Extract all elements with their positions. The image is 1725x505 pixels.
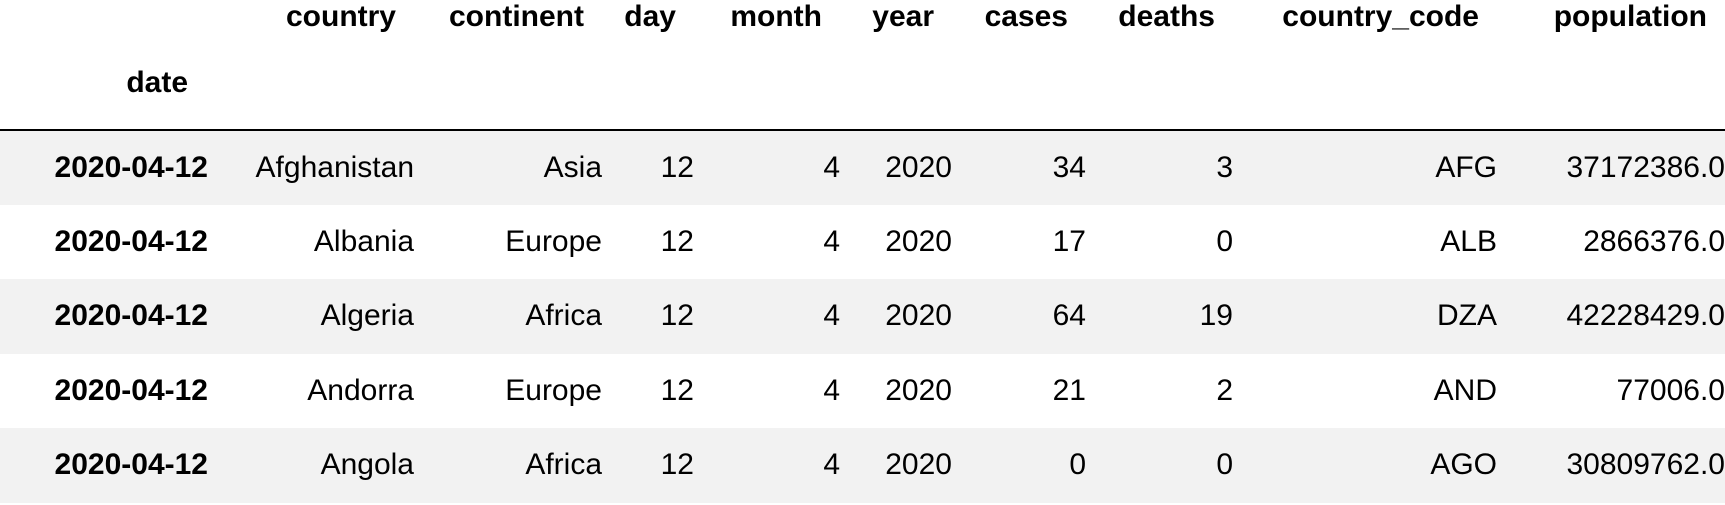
cell-cases: 34 bbox=[1052, 150, 1086, 184]
column-header-deaths: deaths bbox=[1118, 0, 1215, 33]
cell-year: 2020 bbox=[885, 299, 952, 333]
cell-country-code: AFG bbox=[1435, 150, 1497, 184]
table-row: 2020-04-12 Afghanistan Asia 12 4 2020 34… bbox=[0, 130, 1725, 205]
table-row: 2020-04-12 Algeria Africa 12 4 2020 64 1… bbox=[0, 279, 1725, 354]
column-header-row: country continent day month year cases d… bbox=[0, 0, 1725, 37]
cell-deaths: 19 bbox=[1199, 299, 1233, 333]
cell-country: Algeria bbox=[320, 299, 414, 333]
row-index-cell: 2020-04-12 bbox=[54, 150, 208, 184]
column-header-day: day bbox=[624, 0, 676, 33]
cell-country: Afghanistan bbox=[255, 150, 414, 184]
cell-population: 42228429.0 bbox=[1566, 299, 1725, 333]
column-header-continent: continent bbox=[449, 0, 584, 33]
cell-month: 4 bbox=[823, 224, 840, 258]
index-header-spacer bbox=[840, 37, 952, 131]
index-header-spacer bbox=[1086, 37, 1233, 131]
cell-month: 4 bbox=[823, 373, 840, 407]
index-header-spacer bbox=[952, 37, 1086, 131]
cell-population: 37172386.0 bbox=[1566, 150, 1725, 184]
cell-deaths: 3 bbox=[1216, 150, 1233, 184]
cell-country: Angola bbox=[320, 448, 414, 482]
row-index-cell: 2020-04-12 bbox=[54, 299, 208, 333]
row-index-cell: 2020-04-12 bbox=[54, 224, 208, 258]
cell-year: 2020 bbox=[885, 448, 952, 482]
cell-day: 12 bbox=[660, 299, 694, 333]
cell-deaths: 0 bbox=[1216, 448, 1233, 482]
index-header-spacer bbox=[1497, 37, 1725, 131]
column-header-country: country bbox=[285, 0, 396, 33]
index-name-header: date bbox=[0, 37, 208, 131]
index-header-spacer bbox=[694, 37, 840, 131]
column-header-year: year bbox=[872, 0, 934, 33]
cell-year: 2020 bbox=[885, 373, 952, 407]
header-blank-cell bbox=[0, 0, 208, 37]
cell-population: 30809762.0 bbox=[1566, 448, 1725, 482]
row-index-cell: 2020-04-12 bbox=[54, 373, 208, 407]
cell-year: 2020 bbox=[885, 150, 952, 184]
index-header-spacer bbox=[414, 37, 602, 131]
cell-day: 12 bbox=[660, 373, 694, 407]
cell-country-code: AGO bbox=[1430, 448, 1497, 482]
cell-day: 12 bbox=[660, 448, 694, 482]
cell-country: Andorra bbox=[307, 373, 414, 407]
table-row: 2020-04-12 Albania Europe 12 4 2020 17 0… bbox=[0, 204, 1725, 279]
cell-population: 77006.0 bbox=[1616, 373, 1725, 407]
cell-continent: Europe bbox=[505, 224, 602, 258]
column-header-month: month bbox=[730, 0, 822, 33]
index-header-spacer bbox=[1233, 37, 1497, 131]
index-header-spacer bbox=[602, 37, 694, 131]
cell-day: 12 bbox=[660, 150, 694, 184]
column-header-cases: cases bbox=[984, 0, 1068, 33]
cell-cases: 21 bbox=[1052, 373, 1086, 407]
cell-deaths: 0 bbox=[1216, 224, 1233, 258]
cell-month: 4 bbox=[823, 150, 840, 184]
cell-continent: Europe bbox=[505, 373, 602, 407]
index-header-row: date bbox=[0, 37, 1725, 131]
cell-cases: 0 bbox=[1069, 448, 1086, 482]
column-header-country-code: country_code bbox=[1282, 0, 1479, 33]
cell-cases: 64 bbox=[1052, 299, 1086, 333]
cell-deaths: 2 bbox=[1216, 373, 1233, 407]
table-row: 2020-04-12 Angola Africa 12 4 2020 0 0 A… bbox=[0, 428, 1725, 503]
cell-country-code: DZA bbox=[1437, 299, 1497, 333]
cell-population: 2866376.0 bbox=[1583, 224, 1725, 258]
cell-continent: Africa bbox=[525, 448, 602, 482]
cell-country-code: ALB bbox=[1440, 224, 1497, 258]
row-index-cell: 2020-04-12 bbox=[54, 448, 208, 482]
cell-cases: 17 bbox=[1052, 224, 1086, 258]
cell-year: 2020 bbox=[885, 224, 952, 258]
cell-country-code: AND bbox=[1433, 373, 1497, 407]
table-row: 2020-04-12 Andorra Europe 12 4 2020 21 2… bbox=[0, 353, 1725, 428]
index-header-spacer bbox=[208, 37, 414, 131]
cell-country: Albania bbox=[313, 224, 414, 258]
cell-continent: Africa bbox=[525, 299, 602, 333]
column-header-population: population bbox=[1553, 0, 1707, 33]
cell-month: 4 bbox=[823, 299, 840, 333]
cell-continent: Asia bbox=[543, 150, 602, 184]
cell-month: 4 bbox=[823, 448, 840, 482]
cell-day: 12 bbox=[660, 224, 694, 258]
